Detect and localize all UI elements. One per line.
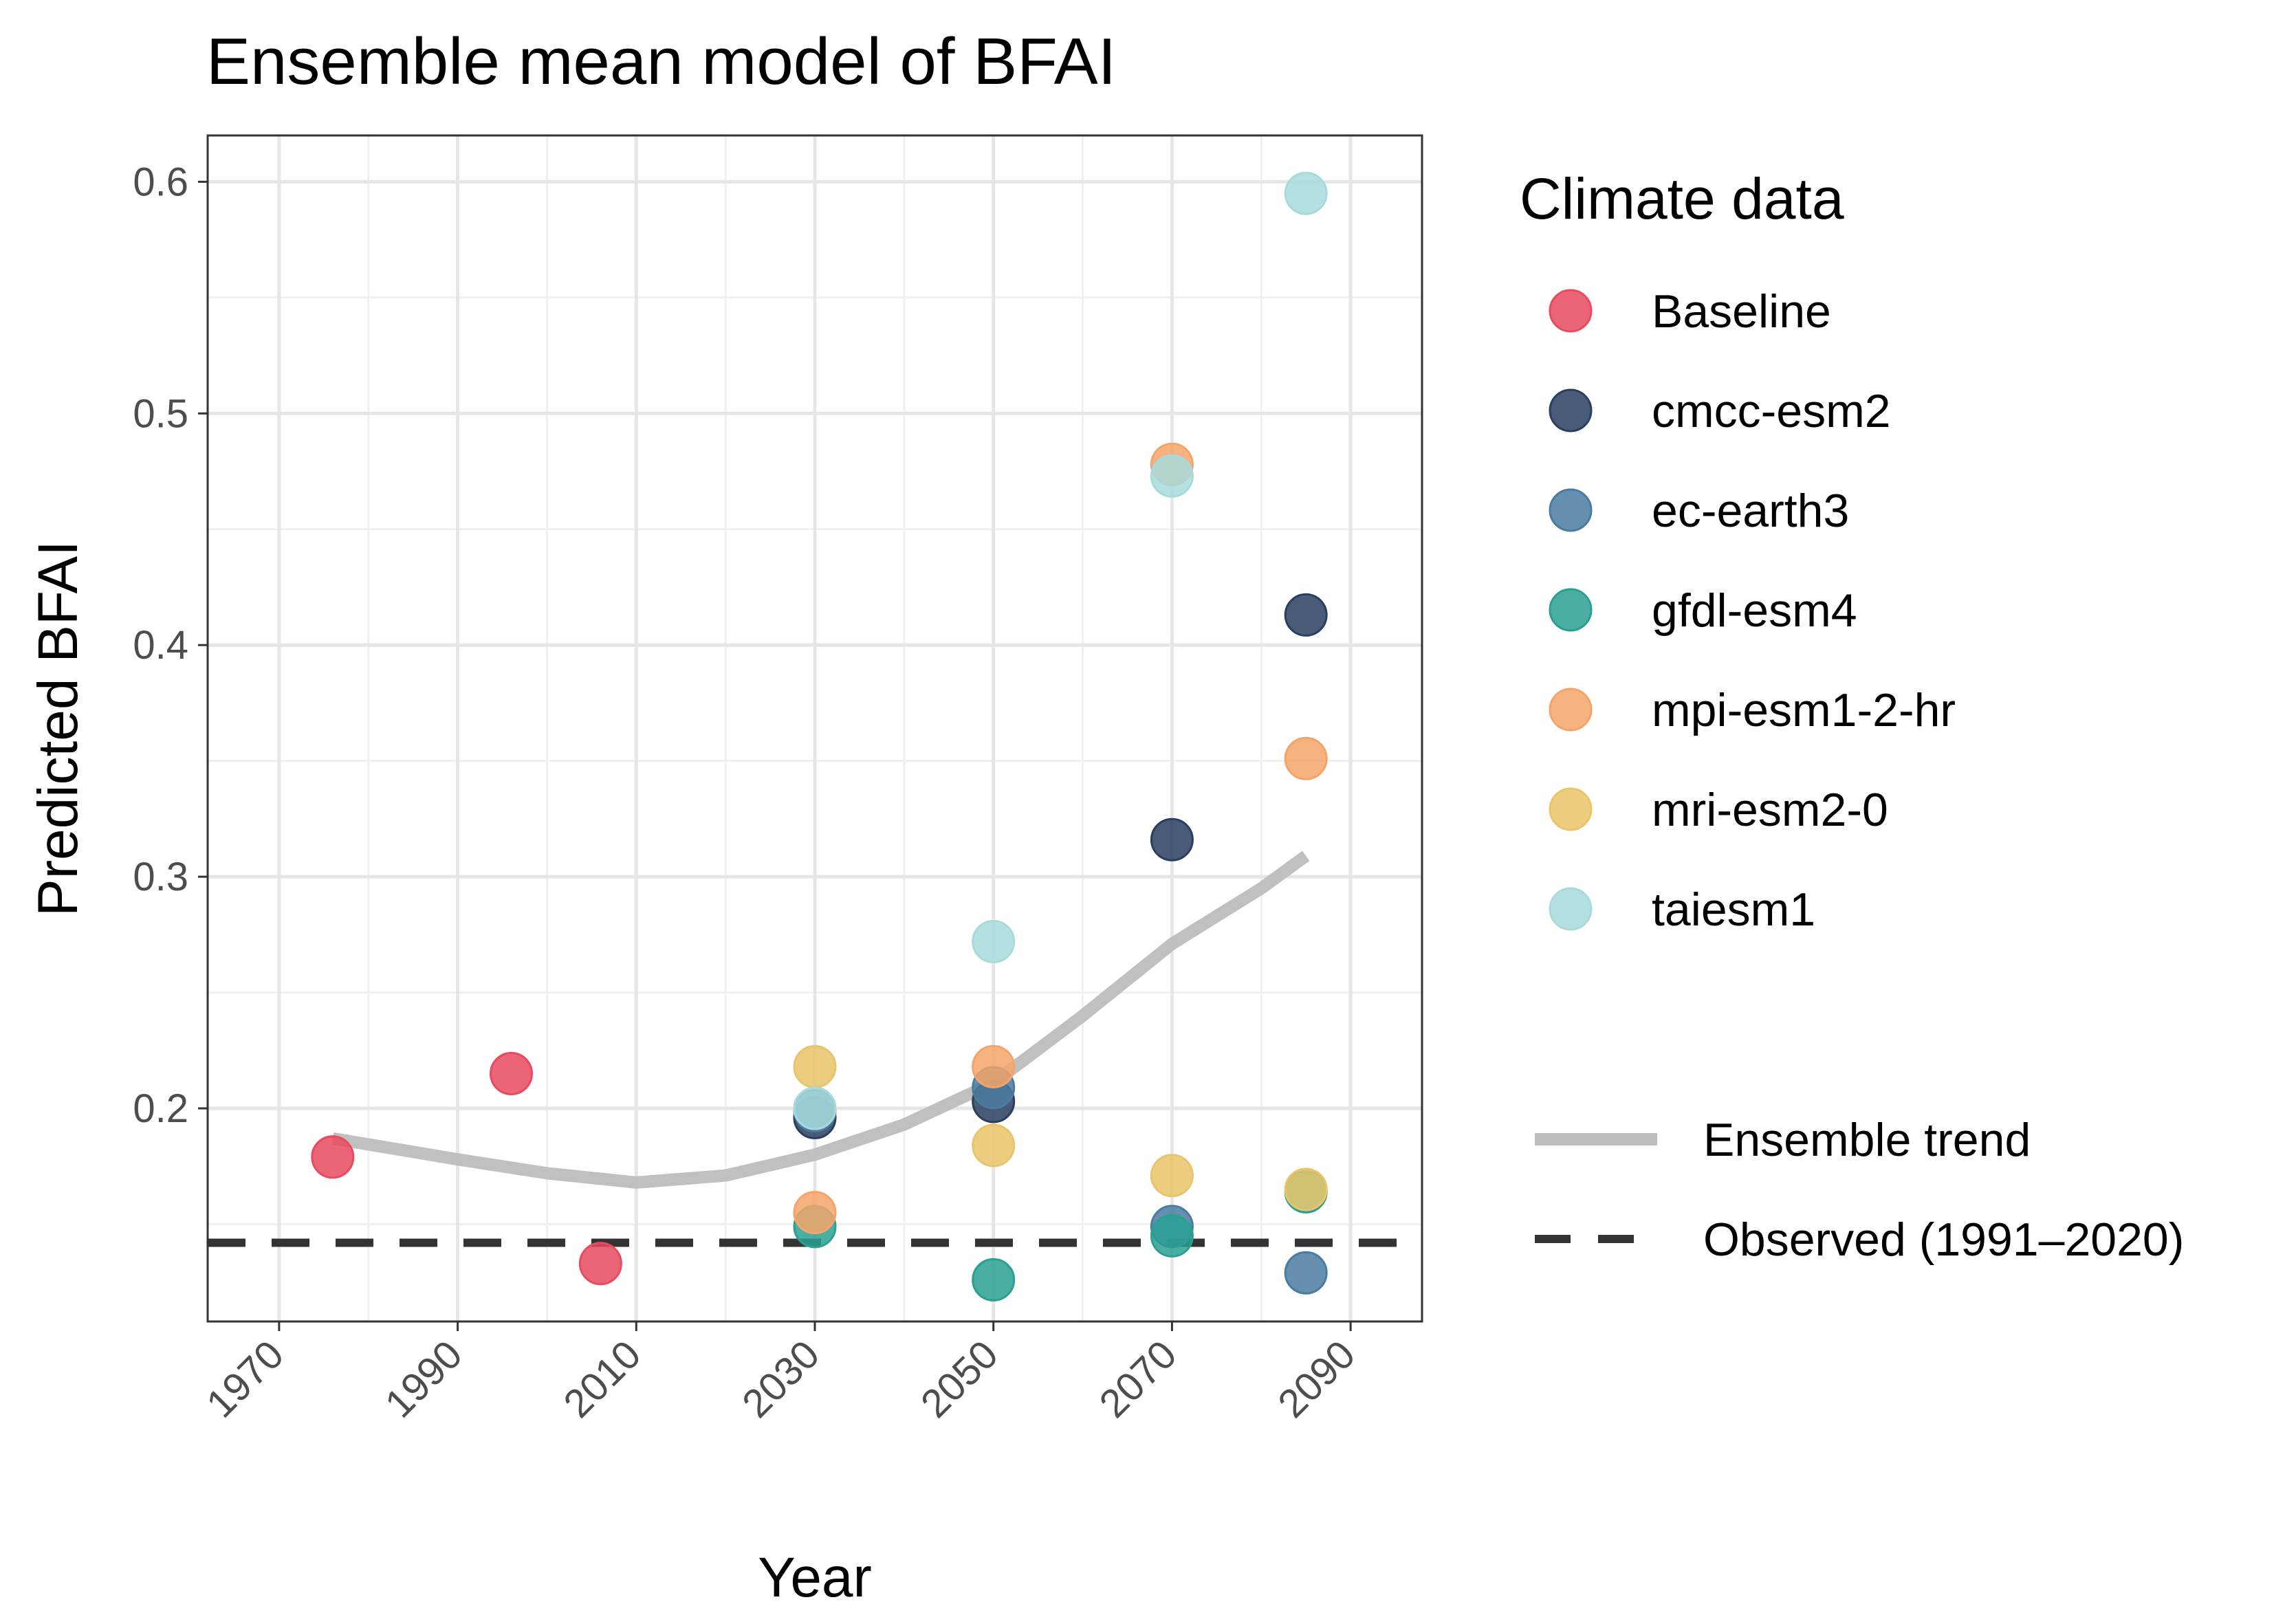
point-mpi-esm1-2-hr <box>972 1044 1016 1088</box>
legend-key-cmcc-esm2 <box>1549 388 1593 432</box>
point-mri-esm2-0 <box>793 1044 837 1088</box>
legend-label-Baseline: Baseline <box>1652 285 1831 338</box>
point-Baseline <box>311 1135 355 1179</box>
x-axis-title: Year <box>758 1546 872 1609</box>
legend-key-Baseline <box>1549 289 1593 333</box>
major-gridlines <box>208 135 1422 1321</box>
ensemble-trend-line <box>331 851 1310 1189</box>
legend-label-line: Ensemble trend <box>1703 1114 2031 1166</box>
legend-label-mpi-esm1-2-hr: mpi-esm1-2-hr <box>1652 684 1956 736</box>
legend-key-gfdl-esm4 <box>1549 588 1593 632</box>
legend-key-taiesm1 <box>1549 887 1593 931</box>
point-taiesm1 <box>1284 171 1328 215</box>
legend-label-line: Observed (1991–2020) <box>1703 1214 2184 1266</box>
point-Baseline <box>578 1242 622 1286</box>
point-mri-esm2-0 <box>972 1123 1016 1167</box>
x-tick-label: 1970 <box>198 1332 292 1426</box>
legend-label-taiesm1: taiesm1 <box>1652 884 1815 936</box>
point-taiesm1 <box>793 1086 837 1130</box>
point-cmcc-esm2 <box>1284 593 1328 637</box>
x-tick-label: 1990 <box>377 1332 471 1426</box>
legend-key-ec-earth3 <box>1549 488 1593 532</box>
legend-key-mpi-esm1-2-hr <box>1549 688 1593 732</box>
x-tick-label: 2070 <box>1091 1332 1185 1426</box>
y-axis: 0.2 0.3 0.4 0.5 0.6 <box>133 160 208 1131</box>
y-tick-label: 0.4 <box>133 623 188 668</box>
legend-key-mri-esm2-0 <box>1549 787 1593 831</box>
x-tick-label: 2090 <box>1269 1332 1364 1426</box>
y-axis-title: Predicted BFAI <box>27 540 89 917</box>
point-ec-earth3 <box>1284 1251 1328 1295</box>
data-points <box>311 171 1328 1302</box>
y-tick-label: 0.6 <box>133 160 188 204</box>
legend: Climate data Baseline cmcc-esm2 ec-earth3 g… <box>1520 166 2184 1266</box>
x-axis: 1970 1990 2010 2030 2050 2070 2090 <box>198 1321 1364 1426</box>
point-mpi-esm1-2-hr <box>793 1191 837 1235</box>
point-mpi-esm1-2-hr <box>1284 736 1328 780</box>
legend-label-gfdl-esm4: gfdl-esm4 <box>1652 584 1857 637</box>
point-Baseline <box>490 1052 533 1096</box>
point-cmcc-esm2 <box>1150 818 1194 862</box>
point-mri-esm2-0 <box>1150 1154 1194 1198</box>
legend-label-ec-earth3: ec-earth3 <box>1652 485 1849 537</box>
point-taiesm1 <box>972 919 1016 963</box>
point-gfdl-esm4 <box>972 1258 1016 1302</box>
legend-title: Climate data <box>1520 166 1844 231</box>
y-tick-label: 0.2 <box>133 1086 188 1131</box>
y-tick-label: 0.5 <box>133 391 188 436</box>
point-gfdl-esm4 <box>1150 1214 1194 1258</box>
x-tick-label: 2050 <box>912 1332 1007 1426</box>
y-tick-label: 0.3 <box>133 855 188 899</box>
chart-title: Ensemble mean model of BFAI <box>206 25 1116 98</box>
x-tick-label: 2010 <box>555 1332 649 1426</box>
point-mri-esm2-0 <box>1284 1167 1328 1211</box>
legend-label-mri-esm2-0: mri-esm2-0 <box>1652 784 1888 836</box>
point-taiesm1 <box>1150 454 1194 498</box>
x-tick-label: 2030 <box>734 1332 828 1426</box>
legend-label-cmcc-esm2: cmcc-esm2 <box>1652 385 1891 437</box>
